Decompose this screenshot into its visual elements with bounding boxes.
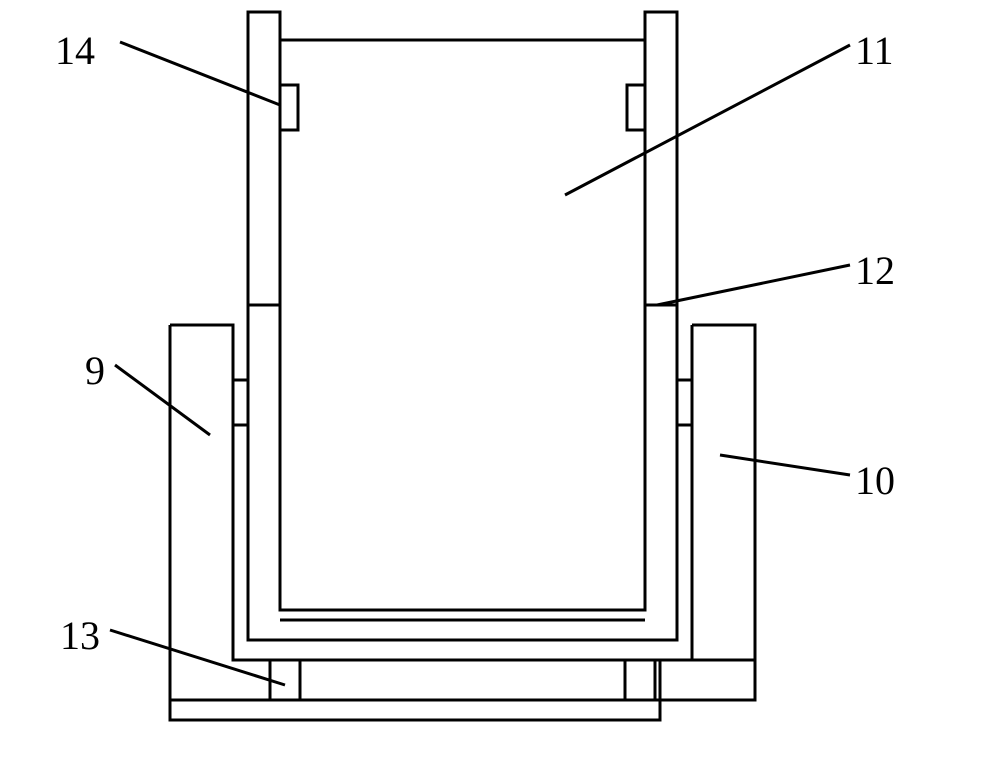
label-11: 11 xyxy=(855,28,894,73)
label-12: 12 xyxy=(855,248,895,293)
label-13: 13 xyxy=(60,613,100,658)
label-10: 10 xyxy=(855,458,895,503)
leader-lines xyxy=(110,42,850,685)
diagram-geometry xyxy=(170,12,755,720)
label-14: 14 xyxy=(55,28,95,73)
technical-diagram: 14 11 12 9 10 13 xyxy=(0,0,1000,775)
label-9: 9 xyxy=(85,348,105,393)
callout-labels: 14 11 12 9 10 13 xyxy=(55,28,895,658)
